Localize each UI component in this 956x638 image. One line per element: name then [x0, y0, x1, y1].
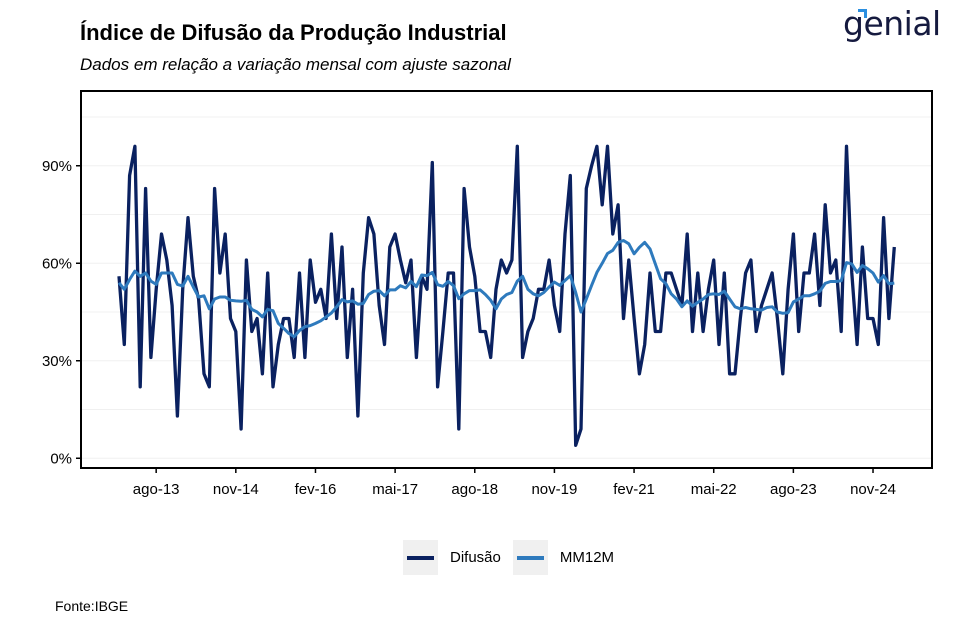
x-tick-label: ago-13 — [133, 481, 180, 498]
y-tick-label: 0% — [50, 450, 72, 467]
source-note: Fonte:IBGE — [55, 598, 129, 614]
x-tick-label: nov-19 — [531, 481, 577, 498]
grid-lines — [81, 116, 932, 459]
x-tick-label: mai-17 — [372, 481, 418, 498]
series-line-difusao — [117, 144, 896, 447]
y-tick-label: 60% — [42, 255, 72, 272]
x-tick-label: mai-22 — [691, 481, 737, 498]
chart-title: Índice de Difusão da Produção Industrial — [80, 20, 507, 45]
y-axis: 0% 30% 60% 90% — [42, 158, 81, 467]
series-line-mm12m — [117, 239, 895, 339]
chart-subtitle: Dados em relação a variação mensal com a… — [80, 55, 511, 74]
x-tick-label: nov-24 — [850, 481, 896, 498]
x-tick-label: ago-18 — [451, 481, 498, 498]
x-tick-label: nov-14 — [213, 481, 259, 498]
logo-accent-icon — [858, 9, 867, 18]
x-tick-label: ago-23 — [770, 481, 817, 498]
plot-border — [80, 90, 933, 469]
legend: Difusão MM12M — [403, 540, 626, 575]
legend-label-difusao: Difusão — [450, 549, 501, 566]
y-tick-label: 30% — [42, 353, 72, 370]
legend-key-difusao — [403, 540, 438, 575]
x-tick-label: fev-16 — [295, 481, 337, 498]
x-axis: ago-13 nov-14 fev-16 mai-17 ago-18 nov-19 fev-… — [133, 468, 896, 498]
legend-key-mm12m — [512, 540, 548, 575]
x-tick-label: fev-21 — [613, 481, 655, 498]
y-tick-label: 90% — [42, 158, 72, 175]
series-lines — [117, 144, 896, 447]
legend-label-mm12m: MM12M — [559, 549, 615, 566]
